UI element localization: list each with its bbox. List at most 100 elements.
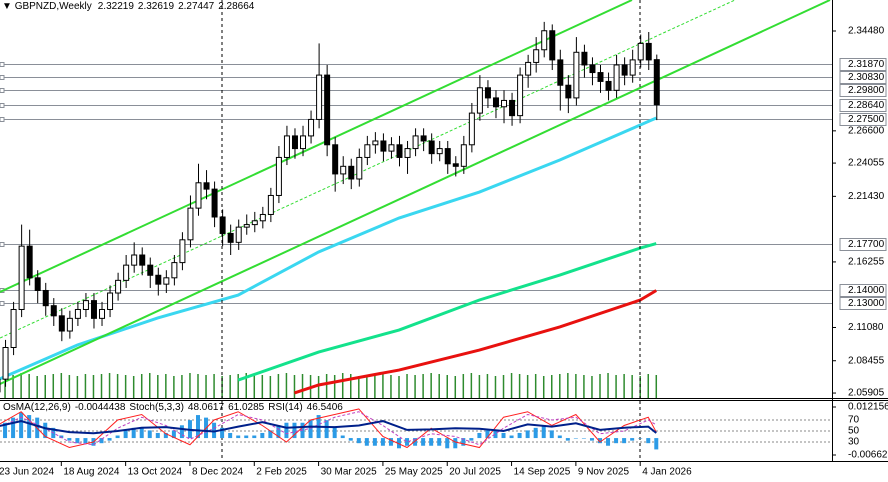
osma-bar bbox=[573, 438, 578, 439]
osma-bar bbox=[99, 438, 104, 444]
candle-body bbox=[147, 264, 154, 276]
candle-body bbox=[404, 148, 411, 158]
level-label: 2.31870 bbox=[848, 59, 885, 70]
candle-body bbox=[115, 279, 122, 294]
osma-bar bbox=[589, 438, 594, 441]
level-label: 2.17700 bbox=[848, 239, 885, 250]
osma-bar bbox=[220, 427, 225, 439]
candle-body bbox=[541, 30, 548, 51]
candle-body bbox=[308, 118, 315, 137]
osma-bar bbox=[461, 438, 466, 446]
candle-body bbox=[267, 194, 274, 215]
rsi-name: RSI(14) bbox=[268, 402, 302, 413]
x-tick-label: 23 Jun 2024 bbox=[0, 467, 54, 478]
candle-body bbox=[139, 254, 146, 266]
candle-body bbox=[637, 42, 644, 61]
osma-bar bbox=[3, 422, 8, 439]
candle-body bbox=[26, 245, 33, 279]
level-anchor bbox=[0, 301, 5, 306]
candle-body bbox=[82, 300, 89, 310]
osma-bar bbox=[405, 438, 410, 446]
candle-body bbox=[589, 64, 596, 74]
level-anchor bbox=[0, 103, 5, 108]
candle-body bbox=[10, 308, 17, 348]
osma-bar bbox=[541, 425, 546, 439]
symbol: GBPNZD,Weekly bbox=[15, 1, 92, 12]
osma-bar bbox=[332, 427, 337, 439]
candle-body bbox=[163, 277, 170, 285]
candle-body bbox=[420, 135, 427, 142]
candle-body bbox=[412, 135, 419, 150]
osma-bar bbox=[437, 438, 442, 446]
osma-bar bbox=[380, 438, 385, 446]
candle-body bbox=[340, 165, 347, 175]
candle-body bbox=[18, 245, 25, 310]
osma-bar bbox=[179, 425, 184, 439]
osma-bar bbox=[244, 435, 249, 439]
candle-body bbox=[565, 84, 572, 99]
osma-bar bbox=[364, 438, 369, 446]
candle-body bbox=[243, 224, 250, 228]
osma-bar bbox=[549, 430, 554, 439]
stoch-name: Stoch(5,3,3) bbox=[129, 402, 183, 413]
osma-bar bbox=[598, 438, 602, 444]
candle-body bbox=[195, 182, 202, 209]
osma-bar bbox=[324, 420, 329, 439]
candle-body bbox=[653, 59, 660, 106]
osma-bar bbox=[557, 435, 562, 439]
level-label-box bbox=[839, 297, 887, 310]
candle-body bbox=[444, 148, 451, 165]
osma-bar bbox=[477, 432, 482, 439]
level-anchor bbox=[0, 75, 5, 80]
candle-body bbox=[517, 74, 524, 117]
candle-body bbox=[291, 135, 298, 150]
chart-header: ▼ GBPNZD,Weekly 2.32219 2.32619 2.27447 2.28… bbox=[2, 1, 255, 12]
osma-bar bbox=[654, 438, 659, 450]
stoch-main-value: 48.0617 bbox=[188, 402, 225, 413]
osma-bar bbox=[308, 420, 313, 439]
candle-body bbox=[90, 300, 97, 319]
x-tick-label: 25 May 2025 bbox=[385, 467, 443, 478]
osma-bar bbox=[276, 425, 281, 439]
osma-bar bbox=[638, 438, 643, 439]
candle-body bbox=[621, 64, 628, 76]
osma-bar bbox=[372, 438, 377, 446]
level-label-box bbox=[839, 284, 887, 297]
candle-body bbox=[492, 97, 499, 108]
candle-body bbox=[123, 264, 130, 281]
candle-body bbox=[332, 144, 339, 175]
osma-bar bbox=[413, 438, 418, 446]
x-tick-label: 4 Jan 2026 bbox=[642, 467, 692, 478]
volume-layer bbox=[4, 373, 658, 398]
candle-body bbox=[484, 87, 491, 99]
candle-body bbox=[107, 292, 114, 310]
osma-value: -0.0044438 bbox=[75, 402, 126, 413]
channel-upper bbox=[0, 0, 633, 293]
level-label: 2.29800 bbox=[848, 85, 885, 96]
candle-body bbox=[187, 207, 194, 241]
osma-bar bbox=[284, 422, 289, 439]
candle-body bbox=[436, 148, 443, 155]
osma-bar bbox=[622, 438, 627, 444]
indicator-panel bbox=[0, 401, 832, 461]
ohlc-open: 2.32219 bbox=[98, 1, 135, 12]
osma-bar bbox=[236, 435, 241, 439]
x-tick-label: 20 Jul 2025 bbox=[449, 467, 501, 478]
level-anchor bbox=[0, 117, 5, 122]
level-anchor bbox=[0, 88, 5, 93]
candle-body bbox=[283, 135, 290, 158]
y-tick-label: 2.08455 bbox=[848, 355, 885, 366]
osma-bar bbox=[606, 438, 611, 446]
price-panel bbox=[0, 0, 832, 398]
candle-body bbox=[645, 42, 652, 61]
osma-bar bbox=[453, 438, 458, 449]
osma-bar bbox=[75, 438, 80, 444]
osma-bar bbox=[501, 432, 506, 439]
candle-body bbox=[380, 140, 387, 152]
osc-level-label: 30 bbox=[848, 437, 860, 448]
ohlc-low: 2.27447 bbox=[178, 1, 215, 12]
y-tick-label: 2.24055 bbox=[848, 158, 885, 169]
level-label-box bbox=[839, 71, 887, 84]
stoch-signal-line bbox=[0, 411, 657, 446]
